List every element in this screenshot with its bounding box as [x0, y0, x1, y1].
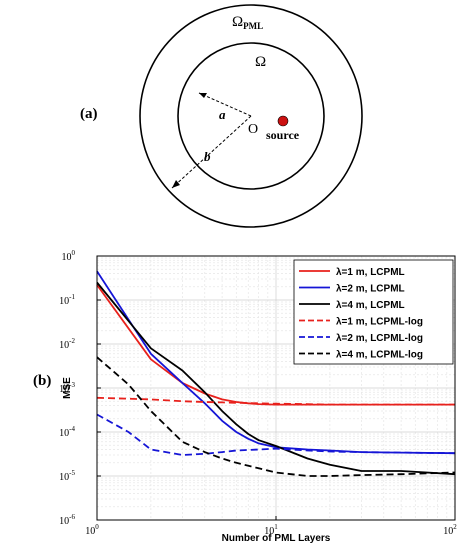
- radius-a-line: [198, 92, 252, 117]
- panel-label-b: (b): [33, 373, 51, 389]
- y-tick-label: 10-3: [59, 381, 75, 395]
- outer-pml-circle: [139, 4, 363, 228]
- legend-entry-6: λ=4 m, LCPML-log: [336, 350, 423, 361]
- y-axis-label: MSE: [62, 377, 73, 399]
- x-tick-label: 102: [443, 523, 457, 537]
- radius-b-line: [171, 115, 252, 189]
- series-line-3: [96, 281, 456, 476]
- y-tick-label: 10-2: [59, 337, 75, 351]
- chart-axis-ticks: 100 101 102 10-6 10-5 10-4 10-3 10-2 10-1 100: [59, 249, 457, 537]
- radius-a-label: a: [219, 107, 226, 122]
- x-tick-label: 101: [264, 523, 278, 537]
- legend-entry-4: λ=1 m, LCPML-log: [336, 317, 423, 328]
- radius-b-arrowhead: [172, 180, 180, 188]
- panel-label-a: (a): [80, 106, 98, 122]
- radius-b-label: b: [204, 149, 211, 164]
- x-axis-label: Number of PML Layers: [222, 533, 331, 544]
- legend-box: [293, 259, 454, 365]
- source-marker: [277, 115, 289, 127]
- omega-pml-label: ΩPML: [232, 14, 263, 31]
- series-line-4: [96, 396, 455, 406]
- y-tick-label: 10-5: [59, 469, 75, 483]
- legend-entry-2: λ=2 m, LCPML: [336, 284, 405, 295]
- legend-entry-3: λ=4 m, LCPML: [336, 300, 405, 311]
- chart-series-group: [96, 270, 456, 477]
- legend-entry-1: λ=1 m, LCPML: [336, 267, 405, 278]
- radius-a-arrowhead: [199, 93, 207, 98]
- source-label: source: [266, 128, 300, 142]
- series-line-6: [96, 356, 456, 477]
- legend-entry-5: λ=2 m, LCPML-log: [336, 333, 423, 344]
- omega-label: Ω: [255, 54, 266, 70]
- y-tick-label: 10-1: [59, 293, 75, 307]
- y-tick-label: 10-4: [59, 425, 75, 439]
- series-line-5: [96, 413, 456, 456]
- inner-domain-circle: [177, 42, 325, 190]
- x-tick-label: 100: [85, 523, 99, 537]
- y-tick-label: 10-6: [59, 513, 75, 527]
- origin-label: O: [248, 122, 258, 137]
- chart-legend: λ=1 m, LCPML λ=2 m, LCPML λ=4 m, LCPML λ=1 …: [293, 259, 454, 365]
- diagram-panel: (a) ΩPML Ω a b O source: [80, 4, 363, 228]
- y-tick-label: 100: [62, 249, 76, 263]
